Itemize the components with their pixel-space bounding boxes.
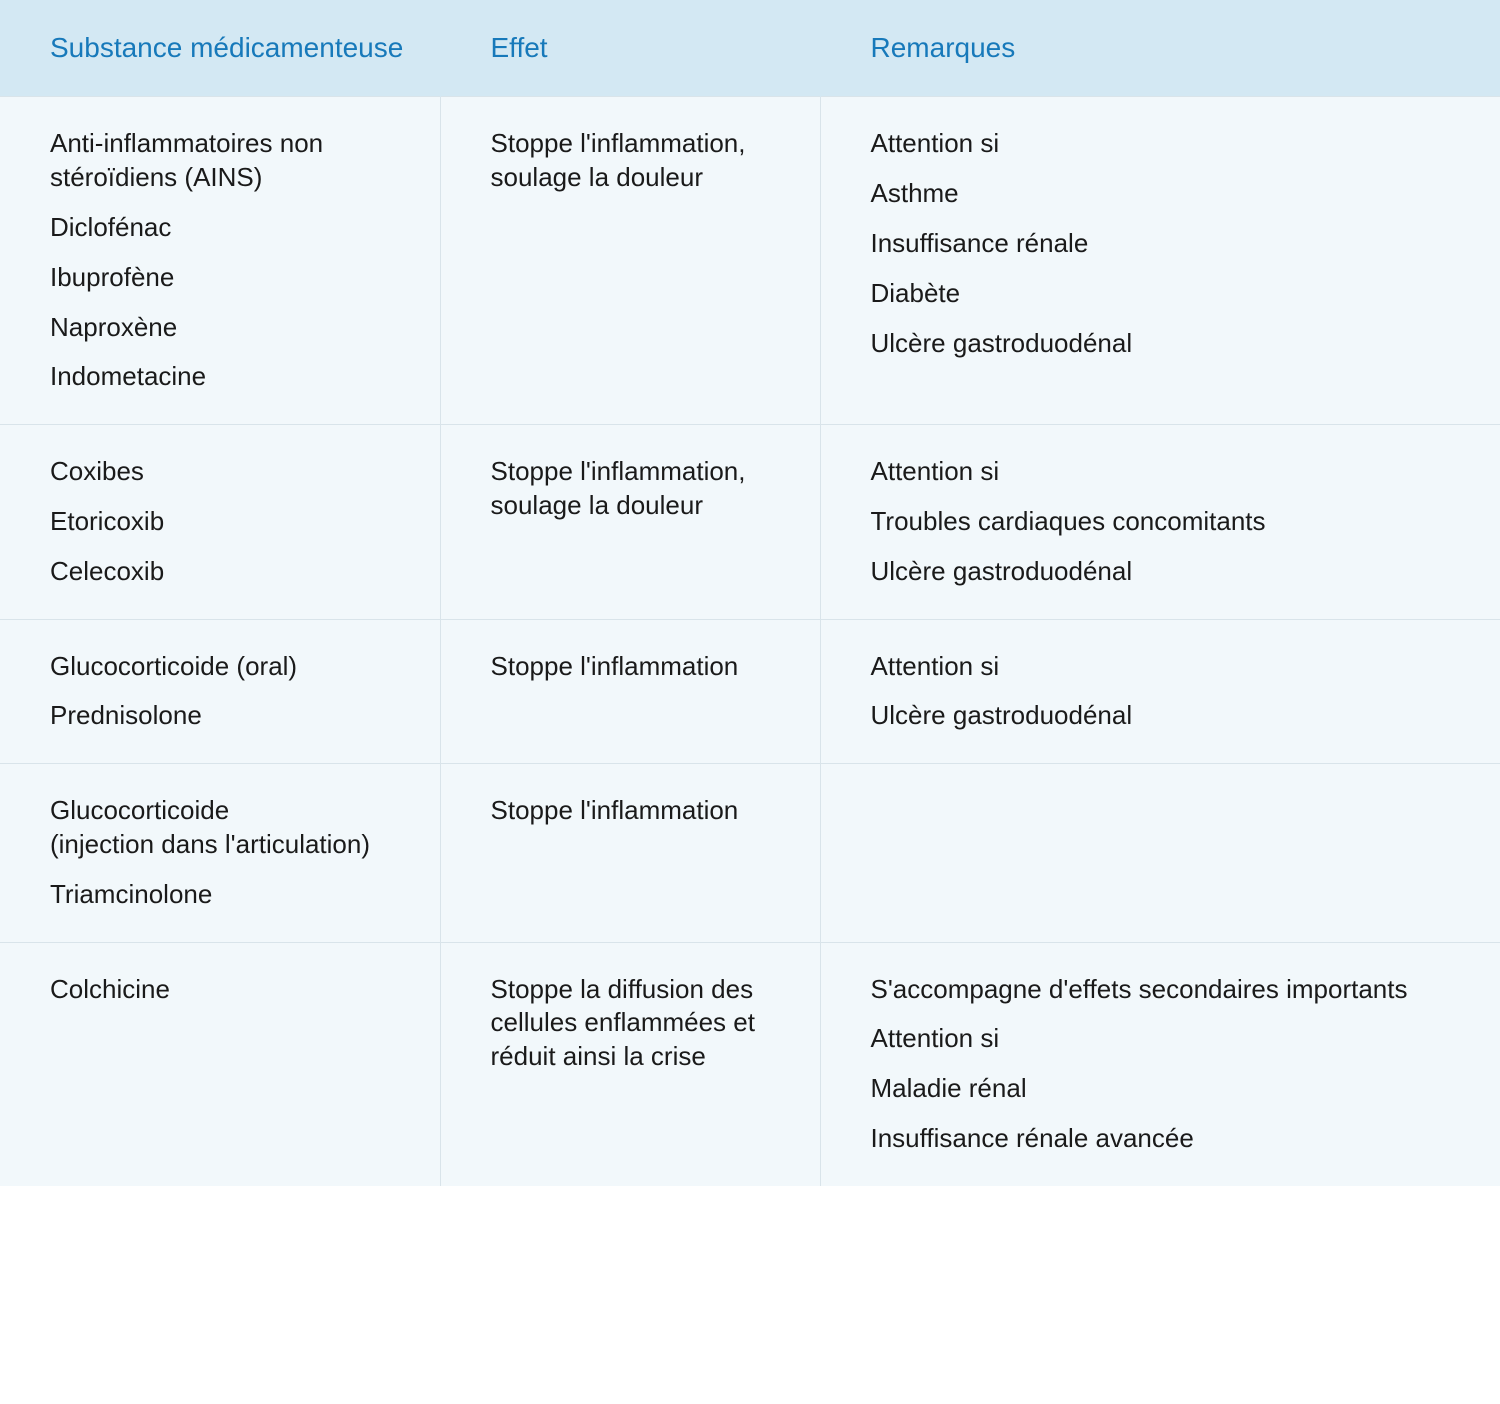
list-item: Insuffisance rénale avancée bbox=[871, 1122, 1471, 1156]
table-body: Anti-inflammatoires non stéroïdiens (AIN… bbox=[0, 97, 1500, 1186]
list-item: S'accompagne d'effets secondaires import… bbox=[871, 973, 1471, 1007]
list-item: Asthme bbox=[871, 177, 1471, 211]
list-item: Stoppe l'inflammation bbox=[491, 650, 790, 684]
table-row: Glucocorticoide(injection dans l'articul… bbox=[0, 764, 1500, 942]
list-item: Glucocorticoide (oral) bbox=[50, 650, 410, 684]
list-item: Maladie rénal bbox=[871, 1072, 1471, 1106]
list-item: Stoppe la diffusion des cellules enflamm… bbox=[491, 973, 790, 1074]
list-item: Insuffisance rénale bbox=[871, 227, 1471, 261]
medication-table: Substance médicamenteuse Effet Remarques… bbox=[0, 0, 1500, 1186]
cell-substance: Glucocorticoide (oral) Prednisolone bbox=[0, 619, 440, 764]
cell-effet: Stoppe la diffusion des cellules enflamm… bbox=[440, 942, 820, 1186]
cell-substance: Glucocorticoide(injection dans l'articul… bbox=[0, 764, 440, 942]
list-item: Colchicine bbox=[50, 973, 410, 1007]
list-item: Prednisolone bbox=[50, 699, 410, 733]
list-item: Etoricoxib bbox=[50, 505, 410, 539]
list-item: Stoppe l'inflammation, soulage la douleu… bbox=[491, 127, 790, 195]
list-item: Troubles cardiaques concomitants bbox=[871, 505, 1471, 539]
table-row: Coxibes Etoricoxib Celecoxib Stoppe l'infla… bbox=[0, 425, 1500, 619]
list-item: Naproxène bbox=[50, 311, 410, 345]
list-item: Glucocorticoide(injection dans l'articul… bbox=[50, 794, 410, 862]
table-header: Substance médicamenteuse Effet Remarques bbox=[0, 0, 1500, 97]
list-item: Attention si bbox=[871, 127, 1471, 161]
cell-effet: Stoppe l'inflammation bbox=[440, 764, 820, 942]
list-item: Attention si bbox=[871, 1022, 1471, 1056]
list-item: Triamcinolone bbox=[50, 878, 410, 912]
list-item: Attention si bbox=[871, 650, 1471, 684]
cell-substance: Anti-inflammatoires non stéroïdiens (AIN… bbox=[0, 97, 440, 425]
table-row: Colchicine Stoppe la diffusion des cellul… bbox=[0, 942, 1500, 1186]
cell-remarques: Attention si Ulcère gastroduodénal bbox=[820, 619, 1500, 764]
table-row: Anti-inflammatoires non stéroïdiens (AIN… bbox=[0, 97, 1500, 425]
cell-substance: Colchicine bbox=[0, 942, 440, 1186]
col-header-remarques: Remarques bbox=[820, 0, 1500, 97]
list-item: Diclofénac bbox=[50, 211, 410, 245]
list-item: Stoppe l'inflammation bbox=[491, 794, 790, 828]
cell-effet: Stoppe l'inflammation, soulage la douleu… bbox=[440, 425, 820, 619]
cell-remarques: Attention si Asthme Insuffisance rénale Dia… bbox=[820, 97, 1500, 425]
cell-effet: Stoppe l'inflammation bbox=[440, 619, 820, 764]
list-item: Celecoxib bbox=[50, 555, 410, 589]
col-header-substance: Substance médicamenteuse bbox=[0, 0, 440, 97]
cell-effet: Stoppe l'inflammation, soulage la douleu… bbox=[440, 97, 820, 425]
list-item: Anti-inflammatoires non stéroïdiens (AIN… bbox=[50, 127, 410, 195]
list-item: Ibuprofène bbox=[50, 261, 410, 295]
cell-remarques: S'accompagne d'effets secondaires import… bbox=[820, 942, 1500, 1186]
list-item: Indometacine bbox=[50, 360, 410, 394]
table-row: Glucocorticoide (oral) Prednisolone Stoppe… bbox=[0, 619, 1500, 764]
cell-substance: Coxibes Etoricoxib Celecoxib bbox=[0, 425, 440, 619]
cell-remarques bbox=[820, 764, 1500, 942]
list-item: Stoppe l'inflammation, soulage la douleu… bbox=[491, 455, 790, 523]
list-item: Coxibes bbox=[50, 455, 410, 489]
list-item: Ulcère gastroduodénal bbox=[871, 555, 1471, 589]
list-item: Diabète bbox=[871, 277, 1471, 311]
col-header-effet: Effet bbox=[440, 0, 820, 97]
cell-remarques: Attention si Troubles cardiaques concomit… bbox=[820, 425, 1500, 619]
list-item: Ulcère gastroduodénal bbox=[871, 699, 1471, 733]
list-item: Attention si bbox=[871, 455, 1471, 489]
list-item: Ulcère gastroduodénal bbox=[871, 327, 1471, 361]
